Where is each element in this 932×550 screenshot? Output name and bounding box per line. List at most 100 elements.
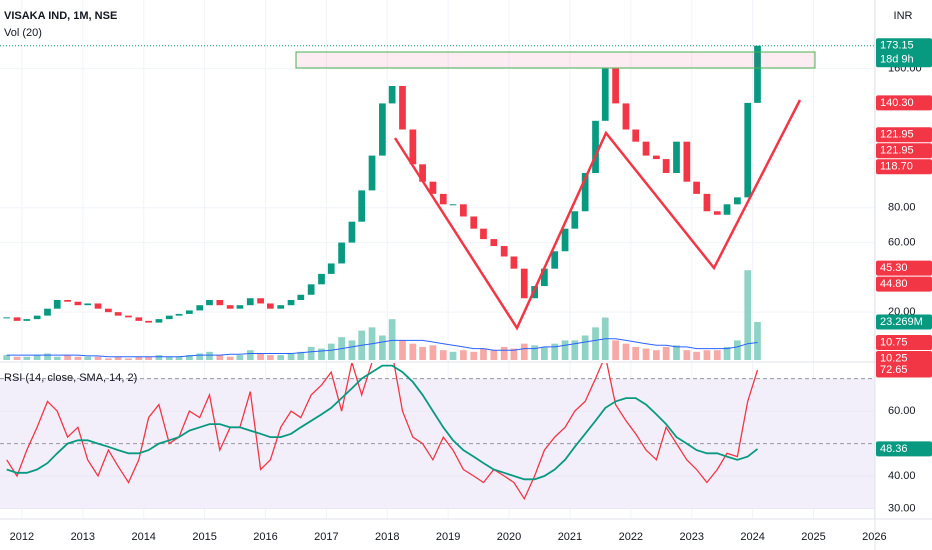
volume-bar: [206, 351, 213, 360]
candle: [683, 141, 691, 182]
volume-bar: [307, 346, 315, 360]
candle: [266, 303, 274, 309]
candle: [23, 319, 31, 321]
volume-bar: [64, 355, 71, 360]
volume-bar: [246, 350, 254, 360]
candle: [236, 305, 244, 309]
volume-bar: [327, 343, 335, 360]
candle: [318, 273, 325, 285]
volume-bar: [581, 335, 589, 360]
volume-bar: [23, 356, 31, 360]
candle: [206, 299, 213, 306]
price-label-box: [876, 276, 932, 292]
x-tick-label: 2012: [10, 531, 34, 543]
volume-bar: [379, 335, 386, 360]
price-label: 44.80: [880, 278, 908, 290]
candle: [379, 103, 386, 156]
volume-bar: [175, 356, 183, 360]
rsi-title: RSI (14, close, SMA, 14, 2): [4, 372, 137, 384]
volume-bar: [74, 356, 82, 360]
price-label: 10.75: [880, 336, 908, 348]
candle: [125, 315, 132, 318]
candle: [84, 303, 92, 306]
candle: [135, 317, 143, 321]
candle: [33, 315, 41, 320]
rsi-sma-line: [6, 364, 759, 481]
candle: [13, 317, 21, 321]
candle: [551, 251, 559, 269]
volume-bar: [236, 355, 244, 360]
volume-bar: [693, 351, 700, 360]
y-tick-label: 60.00: [888, 405, 916, 417]
volume-bar: [510, 348, 518, 360]
rsi-background: [0, 378, 875, 510]
candle: [196, 305, 204, 311]
volume-bar: [196, 353, 204, 360]
volume-bar: [754, 322, 761, 360]
price-label: 173.15: [880, 40, 914, 52]
price-label: 140.30: [880, 97, 914, 109]
x-tick-label: 2023: [679, 531, 703, 543]
volume-bar: [703, 350, 711, 360]
volume-bar: [531, 345, 538, 360]
volume-bar: [734, 340, 741, 360]
volume-bar: [266, 355, 274, 360]
volume-bar: [277, 355, 285, 360]
candle: [723, 204, 731, 215]
candle: [165, 315, 173, 320]
x-tick-label: 2017: [314, 531, 338, 543]
price-label: 118.70: [880, 161, 913, 173]
candle: [358, 190, 366, 222]
candle: [3, 317, 11, 319]
price-label: 72.65: [880, 364, 908, 376]
volume-bar: [3, 355, 11, 360]
price-label-box: [876, 95, 932, 111]
x-tick-label: 2022: [619, 531, 643, 543]
candle: [216, 299, 224, 306]
candle: [44, 308, 51, 316]
price-label-box: [876, 260, 932, 276]
x-tick-label: 2025: [801, 531, 825, 543]
volume-bar: [429, 345, 437, 360]
candle: [642, 141, 650, 156]
candle: [754, 45, 761, 103]
volume-bar: [622, 343, 630, 360]
price-label: 45.30: [880, 262, 908, 274]
candle: [571, 211, 579, 229]
candle: [388, 86, 396, 104]
volume-bar: [94, 356, 102, 360]
x-tick-label: 2024: [740, 531, 764, 543]
candle: [703, 193, 711, 212]
price-label: 121.95: [880, 129, 914, 141]
volume-bar: [480, 348, 487, 360]
volume-bar: [612, 340, 619, 360]
candle: [145, 320, 152, 323]
candle: [744, 102, 752, 198]
volume-bar: [551, 343, 559, 360]
candle: [246, 298, 254, 306]
candle: [601, 68, 609, 121]
volume-bar: [470, 351, 478, 360]
candle: [540, 268, 548, 287]
price-label: 121.95: [880, 145, 914, 157]
volume-bar: [662, 346, 670, 360]
volume-bar: [592, 327, 599, 360]
volume-bar: [419, 346, 426, 360]
candle: [622, 103, 630, 130]
x-tick-label: 2021: [558, 531, 582, 543]
y-tick-label: 60.00: [888, 236, 916, 248]
candle: [226, 305, 234, 309]
candle: [74, 301, 82, 306]
volume-bar: [125, 358, 132, 360]
volume-title: Vol (20): [4, 27, 42, 39]
volume-bar: [226, 356, 234, 360]
price-label-box: [876, 362, 932, 378]
candle: [592, 120, 599, 173]
volume-bar: [540, 346, 548, 360]
candle: [105, 308, 112, 313]
price-pane: [0, 45, 875, 323]
volume-bar: [348, 340, 356, 360]
candle: [561, 228, 569, 252]
volume-bar: [500, 346, 508, 360]
